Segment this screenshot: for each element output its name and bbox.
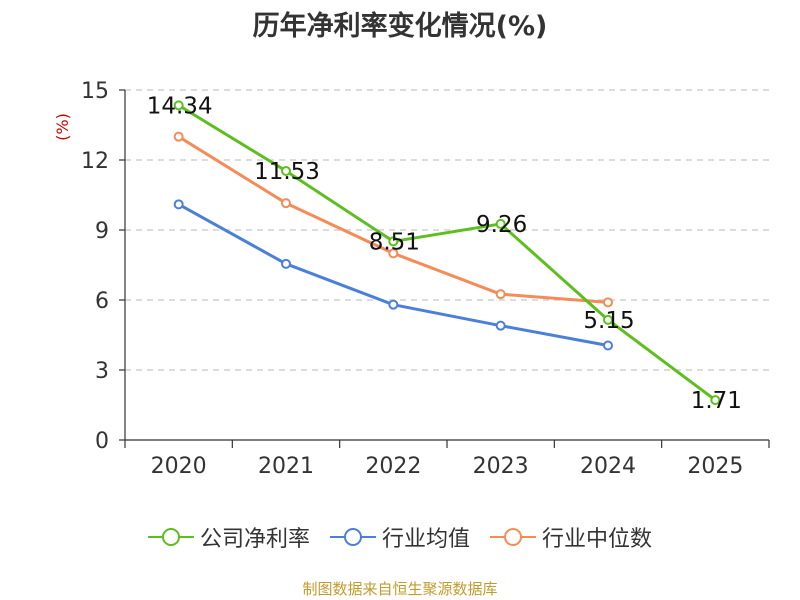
legend-item-industry-mean[interactable]: 行业均值 [329,521,470,553]
data-point-industry-mean-2023 [495,320,506,331]
legend-label-industry-mean: 行业均值 [381,527,470,552]
legend-marker-industry-mean [329,528,376,546]
series-lines [173,100,721,406]
legend-item-company[interactable]: 公司净利率 [147,521,310,553]
grid-lines [125,89,769,371]
series-line-industry-median [177,135,609,304]
data-labels: 14.34 11.53 8.51 9.26 5.15 1.71 [147,93,742,414]
data-point-industry-median-2024 [603,297,613,308]
data-point-industry-median-2023 [495,289,506,300]
y-tick-label: 15 [81,79,109,104]
data-point-company-net-margin-2023 [495,218,506,229]
legend: 公司净利率 行业均值 行业中位数 [0,519,800,555]
legend-marker-company [147,528,194,546]
y-tick-label: 3 [95,359,109,384]
data-point-industry-mean-2021 [281,258,291,269]
x-tick-label-2020: 2020 [151,454,207,479]
data-point-industry-mean-2022 [388,299,399,310]
data-label-2020: 14.34 [147,93,213,119]
series-line-industry-mean [177,203,609,347]
legend-label-industry-median: 行业中位数 [542,527,653,552]
y-axis-label: (%) [53,113,72,141]
x-tick-label-2023: 2023 [473,454,529,479]
data-point-company-net-margin-2022 [388,236,399,247]
x-tick-label-2024: 2024 [580,454,636,479]
y-tick-label: 9 [95,219,109,244]
data-point-company-net-margin-2024 [603,314,613,325]
data-point-industry-median-2021 [281,198,291,209]
legend-label-company: 公司净利率 [199,527,310,552]
axes: 0 3 6 9 12 15 2020 2021 2022 2023 2024 2025 [81,79,770,479]
data-point-industry-median-2020 [173,131,184,142]
data-point-industry-mean-2020 [173,199,184,210]
data-label-2024: 5.15 [583,308,634,334]
data-point-industry-mean-2024 [603,340,613,351]
source-note: 制图数据来自恒生聚源数据库 [302,580,498,598]
x-tick-label-2025: 2025 [687,454,743,479]
series-line-company-net-margin [177,104,717,402]
data-label-2023: 9.26 [476,212,527,238]
y-tick-label: 0 [95,429,109,454]
x-tick-label-2022: 2022 [365,454,421,479]
data-point-company-net-margin-2020 [173,100,184,111]
data-point-company-net-margin-2021 [281,165,291,176]
chart-title: 历年净利率变化情况(%) [252,11,548,42]
data-point-industry-median-2022 [388,248,399,259]
legend-item-industry-median[interactable]: 行业中位数 [490,521,652,553]
data-label-2021: 11.53 [254,159,320,185]
data-label-2025: 1.71 [691,388,742,414]
legend-marker-industry-median [490,528,536,546]
y-tick-label: 6 [95,289,109,314]
x-tick-label-2021: 2021 [258,454,314,479]
data-point-company-net-margin-2025 [710,395,721,406]
y-tick-label: 12 [81,149,109,174]
data-label-2022: 8.51 [369,229,420,255]
